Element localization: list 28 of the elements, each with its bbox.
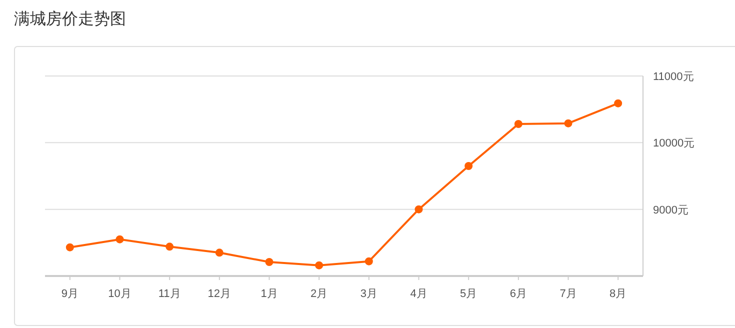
x-tick-label: 9月 (61, 288, 78, 300)
x-tick-label: 11月 (158, 288, 181, 300)
y-tick-label: 10000元 (653, 138, 695, 150)
point (215, 248, 224, 257)
chart-title: 满城房价走势图 (14, 10, 126, 28)
x-tick-label: 7月 (560, 288, 577, 300)
x-tick-label: 3月 (360, 288, 378, 300)
point (464, 162, 473, 170)
point (116, 235, 124, 244)
x-tick-label: 12月 (208, 288, 232, 300)
x-tick-label: 10月 (108, 288, 132, 300)
x-tick-label: 2月 (310, 288, 328, 300)
point (414, 205, 423, 214)
point (315, 261, 324, 270)
y-tick-label: 9000元 (653, 204, 688, 216)
point (564, 119, 572, 128)
point (614, 99, 622, 108)
point (265, 258, 274, 266)
x-tick-label: 4月 (410, 288, 428, 300)
point (364, 257, 373, 266)
x-tick-label: 5月 (460, 288, 478, 300)
x-tick-label: 8月 (610, 288, 627, 300)
point (514, 120, 522, 128)
x-tick-label: 6月 (510, 288, 527, 300)
point (166, 242, 174, 251)
x-tick-label: 1月 (260, 288, 278, 300)
y-tick-label: 11000元 (653, 71, 694, 83)
point (66, 243, 74, 252)
